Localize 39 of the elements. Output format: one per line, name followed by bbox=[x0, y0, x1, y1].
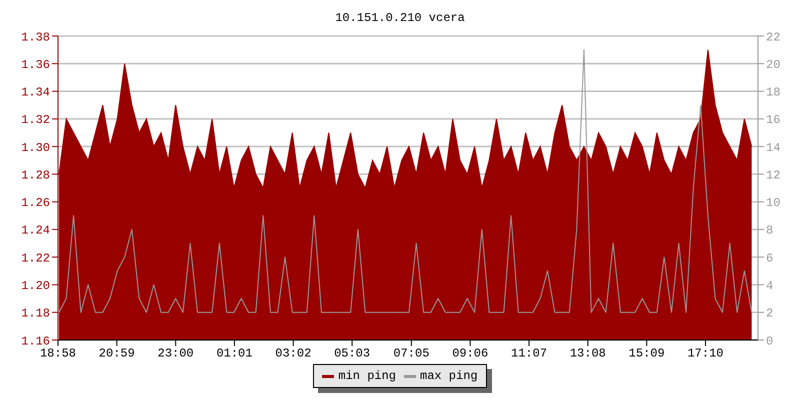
y-tick-label: 1.30 bbox=[21, 140, 50, 155]
y2-tick-label: 22 bbox=[766, 30, 780, 44]
y2-tick-label: 4 bbox=[766, 278, 774, 293]
x-tick-label: 15:09 bbox=[628, 346, 665, 361]
y2-tick-label: 8 bbox=[766, 224, 774, 238]
x-tick-label: 09:06 bbox=[452, 346, 488, 361]
y-tick-label: 1.18 bbox=[21, 306, 50, 321]
legend-label: max ping bbox=[419, 369, 478, 383]
x-tick-label: 23:00 bbox=[158, 346, 194, 361]
y-tick-label: 1.22 bbox=[21, 251, 50, 266]
y-tick-label: 1.26 bbox=[21, 196, 50, 210]
y2-tick-label: 12 bbox=[766, 168, 780, 182]
x-tick-label: 13:08 bbox=[570, 346, 606, 361]
y2-tick-label: 18 bbox=[766, 86, 780, 100]
x-tick-label: 11:07 bbox=[511, 346, 548, 361]
y-tick-label: 1.28 bbox=[21, 168, 50, 182]
x-tick-label: 20:59 bbox=[98, 346, 135, 361]
y-tick-label: 1.38 bbox=[21, 30, 50, 44]
y2-tick-label: 10 bbox=[766, 196, 780, 210]
x-tick-label: 07:05 bbox=[393, 346, 430, 361]
x-tick-label: 18:58 bbox=[40, 346, 76, 361]
y-tick-label: 1.34 bbox=[21, 86, 50, 100]
y-tick-label: 1.16 bbox=[21, 334, 50, 348]
y2-tick-label: 6 bbox=[766, 251, 774, 266]
chart-title: 10.151.0.210 vcera bbox=[334, 10, 466, 27]
x-tick-label: 17:10 bbox=[687, 346, 724, 361]
y2-tick-label: 14 bbox=[766, 140, 780, 155]
y-tick-label: 1.20 bbox=[21, 278, 50, 293]
y2-tick-label: 16 bbox=[766, 113, 780, 128]
y2-tick-label: 20 bbox=[766, 58, 780, 72]
y-tick-label: 1.32 bbox=[21, 113, 50, 128]
y2-tick-label: 2 bbox=[766, 306, 774, 321]
legend-label: min ping bbox=[337, 369, 396, 383]
x-tick-label: 01:01 bbox=[216, 346, 252, 361]
x-tick-label: 05:03 bbox=[334, 346, 370, 361]
y-tick-label: 1.24 bbox=[21, 224, 50, 238]
y2-tick-label: 0 bbox=[766, 334, 774, 348]
x-tick-label: 03:02 bbox=[275, 346, 312, 361]
y-tick-label: 1.36 bbox=[21, 58, 50, 72]
